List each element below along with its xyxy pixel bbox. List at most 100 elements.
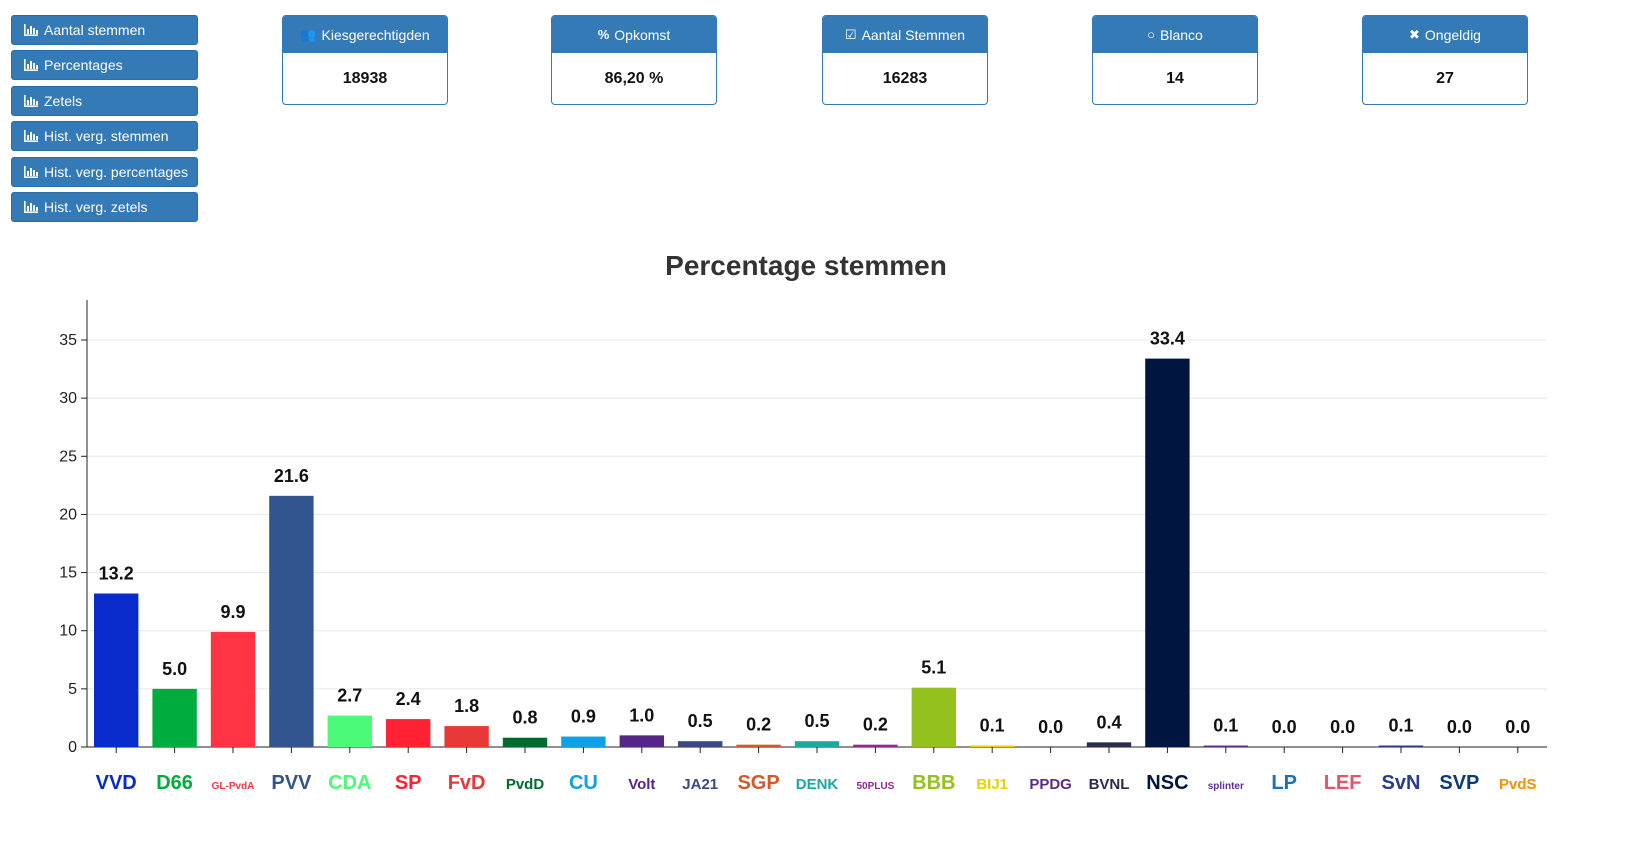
bar[interactable]	[853, 744, 898, 747]
stat-box-ongeldig: ✖ Ongeldig 27	[1362, 15, 1528, 105]
party-logo: JA21	[682, 776, 718, 793]
data-label: 1.0	[629, 705, 654, 725]
bar-chart-icon	[24, 200, 38, 213]
nav-button-label: Aantal stemmen	[44, 22, 146, 38]
bar[interactable]	[1203, 745, 1248, 748]
party-logo: FvD	[448, 772, 486, 794]
stat-value: 18938	[342, 69, 388, 87]
bar[interactable]	[152, 688, 197, 747]
bar-chart-icon	[24, 94, 38, 107]
party-logo: D66	[156, 772, 193, 794]
data-label: 0.1	[1213, 716, 1238, 736]
stat-header: % Opkomst	[552, 16, 716, 53]
nav-button-3[interactable]: Hist. verg. stemmen	[11, 121, 198, 152]
stat-header: ☑ Aantal Stemmen	[823, 16, 987, 53]
party-logo: BIJ1	[976, 776, 1008, 793]
stat-label: Ongeldig	[1424, 26, 1481, 43]
data-label: 0.1	[980, 716, 1005, 736]
checkbox-icon: ☑	[844, 26, 857, 42]
y-tick-label: 25	[59, 448, 77, 465]
bar[interactable]	[269, 495, 314, 747]
party-logo: splinter	[1208, 781, 1244, 792]
party-logo: Volt	[628, 776, 655, 793]
y-tick-label: 10	[59, 623, 77, 640]
stat-value: 27	[1436, 69, 1454, 87]
chart-bars	[94, 358, 1424, 748]
users-icon: 👥	[300, 26, 317, 42]
bar[interactable]	[444, 726, 489, 747]
data-label: 0.2	[746, 715, 771, 735]
stat-box-opkomst: % Opkomst 86,20 %	[551, 15, 717, 105]
stat-label: Blanco	[1160, 26, 1203, 43]
data-label: 5.1	[921, 658, 946, 678]
stat-box-aantal-stemmen: ☑ Aantal Stemmen 16283	[822, 15, 988, 105]
bar-chart-icon	[24, 59, 38, 72]
party-logo: PVV	[271, 772, 312, 794]
y-tick-label: 20	[59, 506, 77, 523]
stat-value: 86,20 %	[604, 69, 664, 87]
party-logo: PvdS	[1499, 776, 1537, 793]
circle-icon: ○	[1147, 27, 1156, 42]
stat-header: ○ Blanco	[1093, 16, 1257, 53]
nav-button-label: Zetels	[44, 92, 83, 109]
bar[interactable]	[794, 741, 840, 747]
nav-button-label: Hist. verg. stemmen	[44, 128, 169, 145]
bar[interactable]	[911, 687, 956, 747]
bar[interactable]	[561, 736, 606, 747]
bar[interactable]	[1145, 358, 1190, 747]
nav-button-2[interactable]: Zetels	[11, 85, 198, 116]
bar[interactable]	[210, 631, 256, 747]
stat-label: Aantal Stemmen	[861, 26, 966, 43]
party-logo: SvN	[1382, 772, 1421, 794]
nav-button-5[interactable]: Hist. verg. zetels	[11, 191, 198, 222]
data-label: 21.6	[274, 466, 309, 486]
party-logo: SGP	[737, 772, 779, 794]
data-label: 0.8	[512, 708, 537, 728]
bar[interactable]	[678, 741, 723, 747]
nav-button-4[interactable]: Hist. verg. percentages	[11, 156, 198, 187]
party-logo: VVD	[96, 772, 137, 794]
nav-button-label: Hist. verg. zetels	[44, 198, 148, 215]
stat-box-blanco: ○ Blanco 14	[1092, 15, 1258, 105]
nav-button-1[interactable]: Percentages	[11, 50, 198, 81]
bar[interactable]	[1378, 745, 1424, 748]
party-logo: PPDG	[1029, 776, 1072, 793]
y-tick-label: 30	[59, 390, 77, 407]
data-label: 9.9	[220, 602, 245, 622]
stat-header: 👥 Kiesgerechtigden	[283, 16, 447, 53]
chart-data-labels: 13.2 5.0 9.9 21.6 2.7 2.4 1.8 0.8 0.9 1.0 0.5 0.2 0.…	[99, 329, 1531, 737]
bar[interactable]	[736, 744, 781, 747]
bar[interactable]	[619, 735, 664, 747]
data-label: 0.0	[1272, 717, 1297, 737]
party-logo: CDA	[328, 772, 371, 794]
y-tick-label: 5	[68, 681, 77, 698]
nav-button-0[interactable]: Aantal stemmen	[11, 15, 198, 45]
chart-grid	[87, 339, 1547, 690]
data-label: 33.4	[1150, 329, 1185, 349]
y-tick-label: 15	[59, 565, 77, 582]
data-label: 0.0	[1038, 717, 1063, 737]
bar[interactable]	[327, 715, 372, 747]
bar[interactable]	[1086, 742, 1132, 747]
y-tick-label: 0	[68, 739, 77, 756]
data-label: 5.0	[162, 659, 187, 679]
data-label: 0.4	[1096, 712, 1121, 732]
data-label: 0.5	[688, 711, 713, 731]
bar[interactable]	[386, 719, 431, 747]
chart-type-menu: Aantal stemmen Percentages Zetels Hist. ver…	[11, 15, 198, 227]
chart-title: Percentage stemmen	[665, 250, 947, 281]
bar[interactable]	[502, 737, 548, 747]
party-logo: SP	[395, 772, 422, 794]
stat-label: Opkomst	[614, 26, 671, 43]
bar[interactable]	[970, 745, 1015, 748]
party-logo: SVP	[1439, 772, 1479, 794]
party-logo: LEF	[1324, 772, 1362, 794]
stat-header: ✖ Ongeldig	[1363, 16, 1527, 53]
data-label: 0.0	[1447, 717, 1472, 737]
party-logo: CU	[569, 772, 598, 794]
data-label: 0.5	[804, 711, 829, 731]
bar-chart-icon	[24, 130, 38, 143]
party-logo: NSC	[1146, 772, 1188, 794]
bar[interactable]	[94, 593, 139, 747]
y-tick-label: 35	[59, 332, 77, 349]
